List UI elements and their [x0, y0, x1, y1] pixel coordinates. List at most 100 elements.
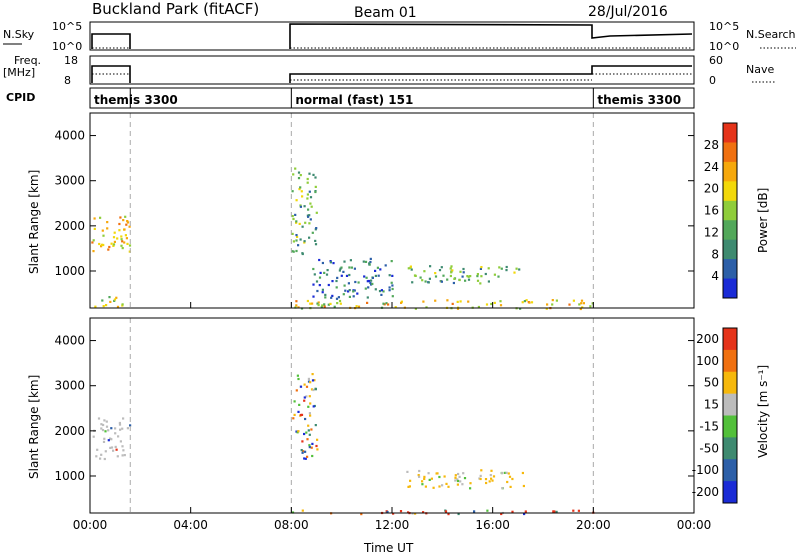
freq-tick-high: 18: [64, 54, 78, 67]
data-cell: [357, 305, 361, 308]
data-cell: [348, 273, 351, 277]
data-cell: [330, 296, 333, 299]
data-cell: [479, 474, 482, 477]
data-cell: [121, 427, 124, 430]
data-cell: [105, 425, 109, 428]
nave-line: [92, 73, 692, 81]
data-cell: [97, 417, 101, 420]
data-cell: [121, 247, 124, 250]
data-cell: [329, 302, 332, 305]
data-cell: [116, 455, 119, 458]
data-cell: [348, 289, 351, 292]
data-cell: [104, 430, 107, 433]
data-cell: [374, 288, 377, 291]
data-cell: [499, 300, 502, 303]
data-cell: [506, 480, 509, 484]
data-cell: [390, 281, 393, 284]
colorbar-swatch: [723, 349, 737, 373]
data-cell: [292, 417, 295, 420]
x-tick-label: 08:00: [274, 518, 309, 532]
data-cell: [347, 290, 350, 293]
data-cell: [530, 301, 534, 304]
data-cell: [100, 427, 103, 430]
data-cell: [362, 260, 365, 263]
data-cell: [123, 228, 126, 231]
data-cell: [582, 302, 585, 305]
data-cell: [443, 475, 446, 478]
data-cell: [324, 293, 327, 296]
x-tick-label: 20:00: [576, 518, 611, 532]
data-cell: [314, 185, 317, 188]
data-cell: [104, 450, 107, 453]
data-cell: [314, 190, 317, 194]
data-cell: [579, 307, 582, 311]
data-cell: [491, 479, 494, 482]
data-cell: [338, 299, 342, 303]
data-cell: [442, 274, 445, 277]
colorbar-swatch: [723, 259, 737, 280]
data-cell: [294, 167, 297, 170]
y-tick-label: 4000: [54, 334, 85, 348]
data-cell: [100, 243, 104, 246]
data-cell: [305, 385, 309, 388]
data-cell: [110, 242, 113, 245]
data-cell: [318, 284, 321, 287]
data-cell: [308, 395, 311, 398]
data-cell: [450, 265, 453, 268]
data-cell: [107, 429, 110, 432]
data-cell: [296, 235, 299, 238]
data-cell: [388, 289, 391, 292]
data-cell: [114, 432, 117, 435]
data-cell: [425, 306, 428, 309]
data-cell: [114, 427, 117, 430]
cpid-segment-label: themis 3300: [597, 93, 681, 107]
data-cell: [438, 485, 441, 488]
data-cell: [385, 302, 388, 305]
data-cell: [347, 282, 350, 285]
power-plot: 1000 2000 3000 4000 Slant Range [km] 4 8 12 16…: [27, 112, 770, 311]
data-cell: [110, 427, 113, 430]
colorbar-swatch: [723, 371, 737, 395]
colorbar-swatch: [723, 393, 737, 416]
data-cell: [478, 477, 481, 480]
data-cell: [525, 299, 528, 302]
data-cell: [314, 424, 317, 427]
data-cell: [449, 274, 452, 278]
data-cell: [357, 281, 360, 284]
data-cell: [121, 303, 124, 306]
data-cell: [503, 471, 506, 474]
data-cell: [345, 274, 349, 277]
data-cell: [312, 267, 315, 271]
data-cell: [112, 243, 116, 246]
data-cell: [310, 388, 314, 391]
power-ylabel: Slant Range [km]: [27, 170, 41, 274]
data-cell: [511, 510, 514, 513]
data-cell: [501, 487, 504, 490]
data-cell: [335, 286, 338, 289]
data-cell: [464, 279, 467, 282]
data-cell: [441, 484, 444, 487]
data-cell: [521, 471, 524, 475]
data-cell: [99, 457, 102, 460]
data-cell: [572, 299, 575, 302]
data-cell: [356, 292, 359, 295]
nsky-tick-low: 10^0: [52, 40, 82, 53]
data-cell: [119, 440, 122, 443]
data-cell: [444, 510, 448, 513]
data-cell: [297, 306, 300, 309]
data-region: [407, 265, 521, 285]
data-cell: [309, 414, 312, 417]
x-tick-label: 00:00: [73, 518, 108, 532]
data-cell: [423, 270, 426, 273]
data-cell: [304, 221, 307, 224]
data-cell: [409, 265, 412, 268]
data-cell: [100, 453, 103, 456]
data-cell: [305, 395, 308, 398]
data-cell: [580, 302, 583, 305]
data-cell: [316, 289, 319, 293]
data-cell: [447, 513, 450, 516]
data-cell: [303, 241, 306, 244]
data-cell: [125, 237, 128, 240]
data-cell: [434, 272, 437, 275]
